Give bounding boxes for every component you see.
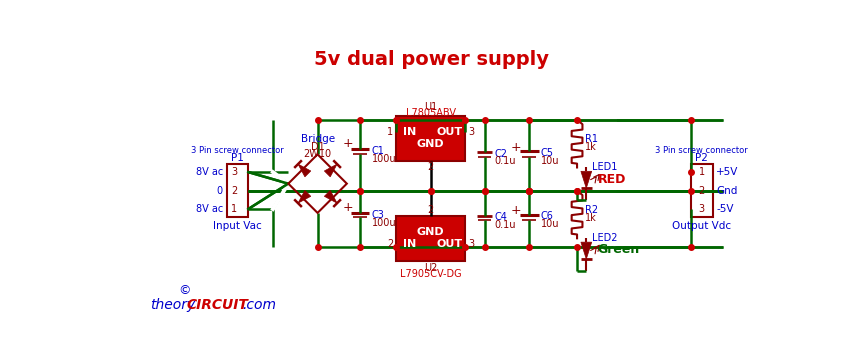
Text: 10u: 10u	[541, 156, 559, 166]
Polygon shape	[298, 190, 311, 203]
Text: 1k: 1k	[584, 213, 596, 222]
Bar	[396, 116, 466, 161]
Text: C3: C3	[371, 210, 384, 220]
Text: -5V: -5V	[717, 204, 734, 214]
Text: U2: U2	[424, 263, 438, 273]
Polygon shape	[324, 164, 337, 177]
Text: 0.1u: 0.1u	[494, 220, 516, 230]
Bar	[691, 164, 712, 217]
Bar	[396, 216, 466, 261]
Text: OUT: OUT	[437, 240, 463, 250]
Text: 3: 3	[468, 240, 475, 250]
Text: 3: 3	[699, 204, 705, 214]
Text: 3: 3	[468, 127, 475, 137]
Text: P2: P2	[695, 153, 708, 163]
Bar	[226, 164, 248, 217]
Text: 3: 3	[232, 167, 237, 177]
Text: Bridge: Bridge	[301, 134, 334, 144]
Text: 3 Pin screw connector: 3 Pin screw connector	[191, 146, 284, 155]
Text: C4: C4	[494, 212, 508, 222]
Text: 8V ac: 8V ac	[195, 204, 223, 214]
Text: 100u: 100u	[371, 218, 396, 227]
Text: 2: 2	[386, 240, 393, 250]
Text: Input Vac: Input Vac	[213, 221, 262, 231]
Text: R2: R2	[584, 205, 598, 215]
Text: +5V: +5V	[717, 167, 738, 177]
Text: ©: ©	[179, 284, 190, 297]
Text: L7805ABV: L7805ABV	[406, 108, 456, 118]
Text: GND: GND	[417, 227, 445, 237]
Text: RED: RED	[598, 173, 626, 185]
Text: +: +	[343, 201, 353, 214]
Text: CIRCUIT: CIRCUIT	[187, 298, 248, 312]
Text: U1: U1	[424, 101, 437, 112]
Text: 5v dual power supply: 5v dual power supply	[314, 50, 549, 69]
Text: P1: P1	[231, 153, 244, 163]
Text: 3 Pin screw connector: 3 Pin screw connector	[655, 146, 749, 155]
Text: C2: C2	[494, 148, 508, 159]
Text: Output Vdc: Output Vdc	[672, 221, 732, 231]
Text: GND: GND	[417, 139, 445, 150]
Text: +: +	[510, 204, 520, 218]
Text: LED1: LED1	[593, 162, 618, 172]
Text: IN: IN	[403, 240, 417, 250]
Text: 1: 1	[699, 167, 705, 177]
Text: 0: 0	[216, 185, 223, 195]
Text: OUT: OUT	[437, 127, 463, 137]
Text: 2: 2	[428, 205, 434, 215]
Text: 100u: 100u	[371, 154, 396, 164]
Polygon shape	[581, 171, 592, 188]
Text: 1: 1	[232, 204, 237, 214]
Text: Gnd: Gnd	[717, 185, 738, 195]
Text: 2: 2	[232, 185, 237, 195]
Text: Green: Green	[598, 244, 640, 256]
Text: 0.1u: 0.1u	[494, 156, 516, 166]
Text: 1: 1	[386, 127, 393, 137]
Text: C6: C6	[541, 211, 554, 221]
Text: 2: 2	[699, 185, 705, 195]
Text: LED2: LED2	[593, 233, 618, 243]
Text: D1: D1	[311, 142, 324, 152]
Text: C1: C1	[371, 146, 384, 156]
Polygon shape	[324, 190, 337, 203]
Text: theory: theory	[150, 298, 195, 312]
Polygon shape	[298, 164, 311, 177]
Text: 1k: 1k	[584, 142, 596, 152]
Text: +: +	[343, 137, 353, 150]
Text: .com: .com	[242, 298, 276, 312]
Text: 2W10: 2W10	[303, 148, 332, 159]
Text: C5: C5	[541, 148, 554, 158]
Polygon shape	[581, 242, 592, 259]
Text: 10u: 10u	[541, 219, 559, 229]
Text: +: +	[510, 141, 520, 154]
Text: 8V ac: 8V ac	[195, 167, 223, 177]
Text: IN: IN	[403, 127, 417, 137]
Text: R1: R1	[584, 134, 598, 144]
Text: L7905CV-DG: L7905CV-DG	[400, 269, 461, 279]
Text: 2: 2	[428, 162, 434, 172]
